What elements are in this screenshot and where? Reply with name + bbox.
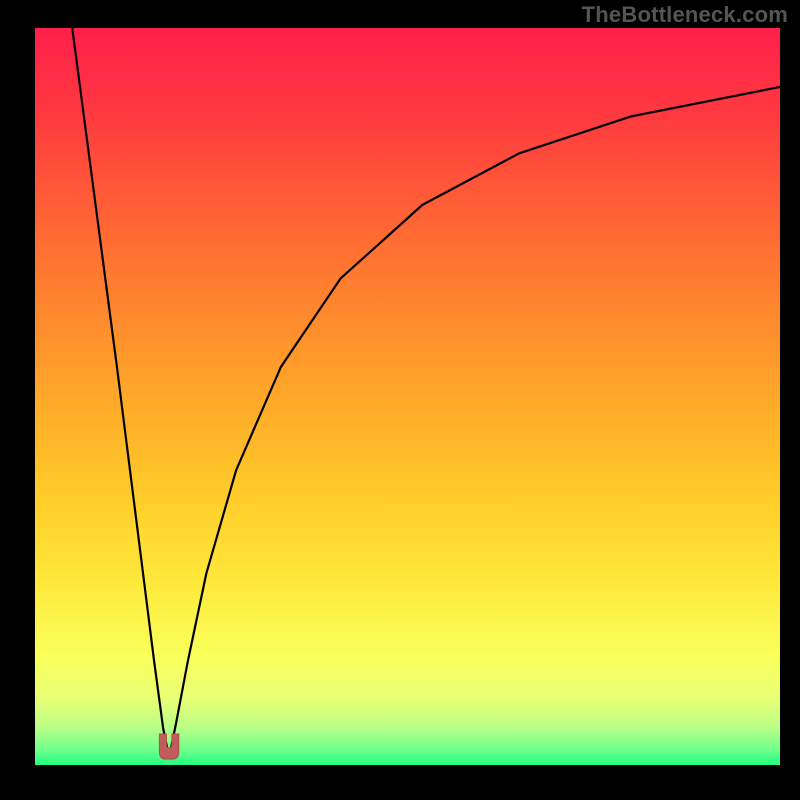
curve-layer xyxy=(0,0,800,800)
chart-stage: TheBottleneck.com xyxy=(0,0,800,800)
frame-left xyxy=(0,0,35,800)
frame-right xyxy=(780,0,800,800)
bottleneck-curve-right xyxy=(171,87,780,750)
dip-marker-shape xyxy=(159,734,178,759)
watermark-text: TheBottleneck.com xyxy=(582,2,788,28)
frame-bottom xyxy=(0,765,800,800)
bottleneck-curve-left xyxy=(72,28,167,750)
